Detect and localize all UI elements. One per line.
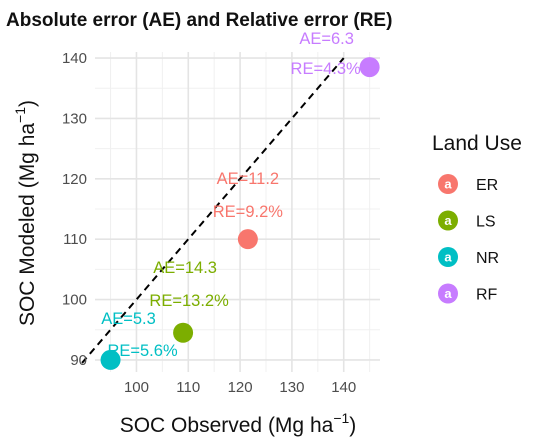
- x-axis-title: SOC Observed (Mg ha−1): [120, 410, 357, 437]
- error-annotations: AE=11.2 RE=9.2% AE=14.3 RE=13.2%AE=5.3 RE=5.…: [101, 30, 361, 360]
- re-label-rf: RE=4.3%: [291, 60, 361, 78]
- legend-label-rf: RF: [476, 287, 498, 304]
- y-tick-label: 140: [62, 50, 87, 67]
- x-tick-label: 100: [124, 379, 149, 396]
- x-tick-labels: 100 110 120 130 140: [124, 379, 356, 396]
- legend-key-glyph: a: [444, 286, 452, 301]
- x-tick-label: 110: [176, 379, 200, 396]
- ae-label-rf: AE=6.3: [299, 30, 354, 48]
- legend-title: Land Use: [432, 132, 522, 155]
- x-tick-label: 130: [279, 379, 304, 396]
- y-tick-label: 120: [62, 171, 87, 188]
- data-point-ls: [173, 322, 194, 343]
- y-axis-title: SOC Modeled (Mg ha−1): [12, 100, 39, 326]
- data-points: [100, 57, 380, 370]
- legend-key-er: [438, 174, 458, 194]
- legend: Land Use a ER a LS a NR a RF: [432, 132, 522, 304]
- ae-label-er: AE=11.2: [217, 170, 280, 188]
- plot-background: [95, 52, 380, 372]
- legend-label-er: ER: [476, 177, 498, 194]
- data-point-nr: [100, 349, 121, 370]
- chart-title: Absolute error (AE) and Relative error (…: [6, 10, 392, 31]
- ae-label-ls: AE=14.3: [153, 259, 217, 277]
- grid-lines: [95, 52, 380, 372]
- y-tick-label: 110: [63, 231, 87, 248]
- y-tick-labels: 90 100 110 120 130 140: [62, 50, 87, 369]
- one-to-one-reference-line: [81, 57, 345, 364]
- legend-key-rf: [438, 283, 458, 304]
- re-label-nr: RE=5.6%: [107, 342, 177, 360]
- y-tick-label: 130: [62, 110, 87, 127]
- re-label-er: RE=9.2%: [213, 203, 283, 221]
- x-tick-label: 120: [228, 379, 253, 396]
- plot-panel: AE=11.2 RE=9.2% AE=14.3 RE=13.2%AE=5.3 RE=5.…: [81, 30, 380, 372]
- re-label-ls: RE=13.2%: [149, 292, 229, 310]
- ae-label-nr: AE=5.3: [101, 310, 156, 328]
- x-tick-label: 140: [331, 379, 356, 396]
- legend-key-nr: [438, 247, 458, 267]
- legend-key-glyph: a: [444, 177, 452, 192]
- data-point-rf: [359, 57, 380, 78]
- legend-label-nr: NR: [476, 250, 499, 267]
- legend-key-glyph: a: [444, 250, 452, 265]
- legend-label-ls: LS: [476, 214, 496, 231]
- y-tick-label: 100: [62, 292, 87, 309]
- legend-key-ls: [438, 210, 458, 231]
- y-tick-label: 90: [70, 352, 87, 369]
- data-point-er: [237, 229, 258, 250]
- legend-key-glyph: a: [444, 213, 452, 228]
